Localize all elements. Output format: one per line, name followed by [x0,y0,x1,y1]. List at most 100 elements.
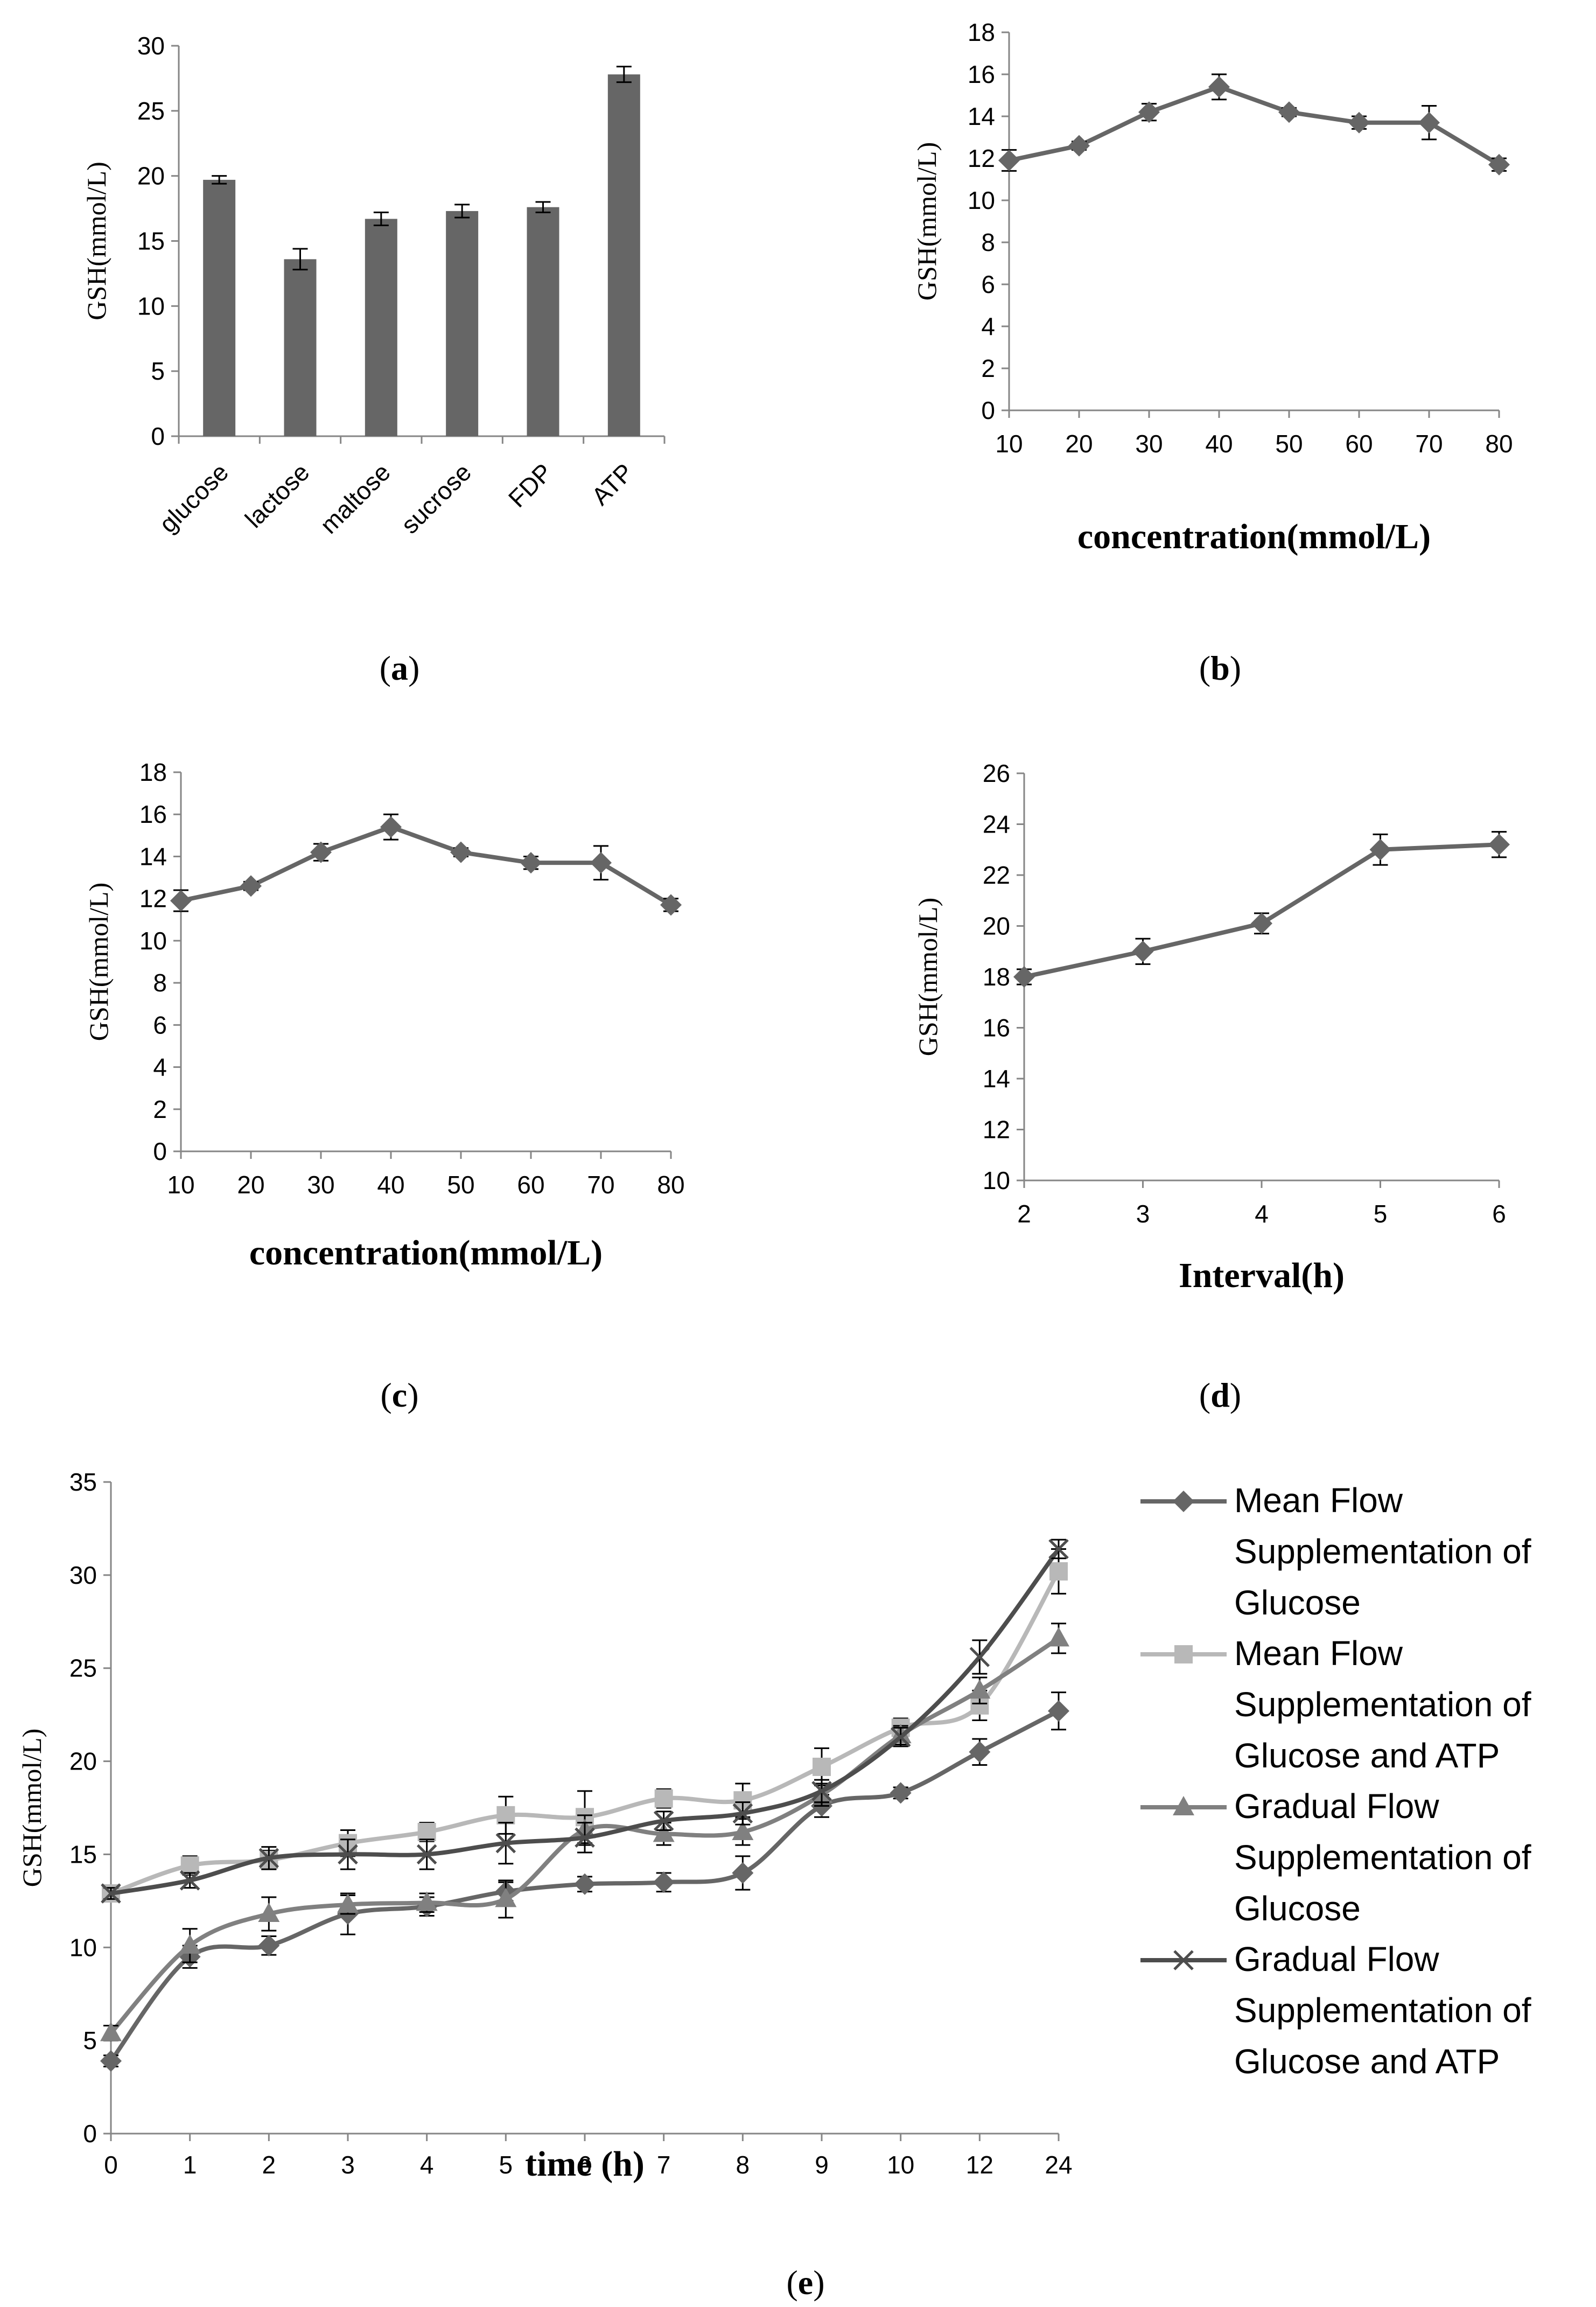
bar-ATP [607,74,640,436]
series-3-marker [732,1820,754,1840]
series-4-marker [732,1803,753,1824]
x-tick-label: 24 [1045,2151,1072,2179]
chart-a-glucose-sources: 0 5 10 15 20 25 30 glucose lactose maltose sucrose… [81,32,666,539]
legend-label-2: Supplementation of [1234,1685,1531,1724]
x-tick-label: 2 [1017,1200,1031,1228]
y-tick-label: 18 [968,18,995,46]
x-tick-label: 40 [377,1171,404,1199]
series-4-marker [416,1844,437,1865]
chart-c-concentration: 0 2 4 6 8 10 12 14 16 18 10 20 30 40 50 60 70 80 concentra… [83,758,685,1273]
series-4-marker [179,1870,200,1891]
series-1-marker [100,2050,122,2072]
data-point-marker [1013,966,1035,988]
x-tick-label: 6 [578,2151,592,2179]
x-tick-label: 30 [1135,430,1163,458]
x-tick-label: 10 [995,430,1023,458]
y-tick-label: 5 [151,357,165,385]
panel-label-c: (c) [380,1376,418,1414]
bar-glucose [203,179,236,436]
y-tick-label: 35 [69,1468,97,1496]
y-tick-label: 10 [983,1166,1010,1194]
x-tick-label: 70 [1415,430,1443,458]
y-tick-label: 15 [137,227,165,255]
y-tick-label: 10 [69,1933,97,1961]
y-tick-label: 16 [139,800,167,828]
x-tick-label: 3 [341,2151,355,2179]
chart-d-interval: 10 12 14 16 18 20 22 24 26 2 3 4 5 6 Interval(h) GSH(mm… [913,759,1510,1295]
series-4-marker [495,1833,516,1854]
y-axis-title: GSH(mmol/L) [17,1729,47,1887]
series-3-marker [179,1934,201,1954]
y-tick-label: 30 [137,32,165,60]
data-point-marker [1488,153,1510,176]
series-line [180,824,673,907]
x-tick-label: 50 [1275,430,1303,458]
data-point-marker [240,875,262,897]
data-point-marker [170,890,192,912]
data-point-marker [1488,834,1510,856]
legend-label-3: Gradual Flow [1234,1787,1439,1826]
x-tick-label: 9 [815,2151,829,2179]
x-tick-label: ATP [586,458,639,511]
x-tick-label: sucrose [396,458,477,539]
y-tick-label: 22 [983,861,1010,889]
y-tick-label: 20 [137,162,165,190]
legend-label-4: Glucose and ATP [1234,2042,1500,2081]
x-tick-label: 12 [966,2151,993,2179]
legend-label-2: Glucose and ATP [1234,1736,1500,1775]
data-point-marker [1132,940,1154,962]
x-axis-title: Interval(h) [1179,1256,1345,1295]
y-tick-label: 0 [153,1137,167,1165]
x-tick-label: 60 [1345,430,1373,458]
data-point-marker [380,816,402,838]
bar-lactose [284,259,317,436]
series-3-marker [337,1893,359,1913]
x-tick-label: 40 [1205,430,1233,458]
y-tick-label: 20 [69,1747,97,1775]
x-tick-label: maltose [314,458,396,539]
y-tick-label: 6 [153,1011,167,1039]
y-tick-label: 8 [153,969,167,997]
data-point-marker [1138,101,1160,123]
data-point-marker [660,894,682,916]
x-tick-label: 5 [1374,1200,1388,1228]
x-tick-label: 1 [183,2151,197,2179]
series-2-marker [1049,1562,1068,1581]
series-2-marker [654,1789,673,1808]
y-tick-label: 25 [69,1654,97,1682]
data-point-marker [1278,101,1300,123]
series-1-marker [1048,1700,1069,1722]
y-axis-title: GSH(mmol/L) [913,898,943,1056]
y-tick-label: 16 [968,60,995,88]
y-tick-label: 10 [137,292,165,320]
x-tick-label: lactose [240,458,315,533]
y-tick-label: 12 [983,1116,1010,1144]
x-axis-title: concentration(mmol/L) [249,1233,603,1273]
y-tick-label: 24 [983,810,1010,838]
data-point-marker [1418,111,1440,134]
series-3-marker [1048,1627,1069,1647]
y-tick-label: 4 [981,312,995,340]
series-1-marker [258,1934,280,1956]
panel-label-d: (d) [1199,1376,1241,1414]
y-tick-label: 14 [139,842,167,870]
data-point-marker [590,852,612,874]
x-tick-label: 5 [499,2151,513,2179]
x-tick-label: 70 [587,1171,614,1199]
legend-label-2: Mean Flow [1234,1634,1403,1673]
data-point-marker [998,149,1020,171]
y-tick-label: 2 [981,354,995,382]
x-tick-label: 2 [262,2151,276,2179]
x-tick-label: 7 [657,2151,671,2179]
y-tick-label: 16 [983,1014,1010,1042]
series-2-marker [180,1856,199,1875]
y-tick-label: 25 [137,97,165,125]
y-tick-label: 20 [983,912,1010,940]
legend-swatch-marker-3 [1173,1796,1194,1815]
series-4-marker [811,1781,832,1801]
series-3-marker [653,1822,675,1842]
panel-label-e: (e) [786,2263,824,2302]
x-tick-label: 4 [1255,1200,1269,1228]
y-tick-label: 10 [139,927,167,955]
series-3-marker [495,1887,517,1907]
